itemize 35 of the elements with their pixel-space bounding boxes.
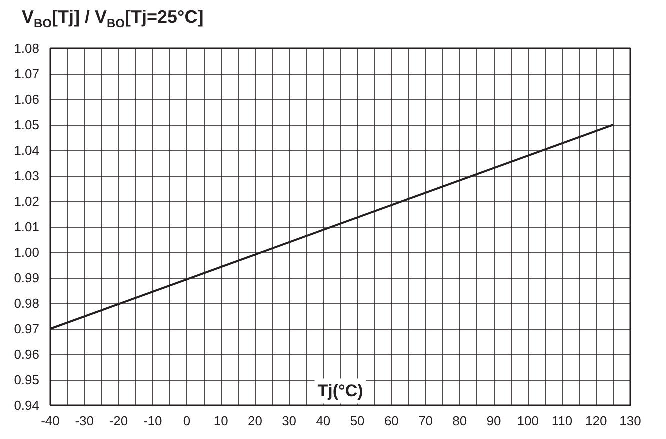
x-tick-label: 130: [620, 414, 642, 428]
x-tick-label: -10: [143, 414, 162, 428]
x-tick-label: 30: [282, 414, 297, 428]
y-tick-label: 1.04: [14, 143, 40, 158]
y-tick-label: 1.01: [14, 220, 40, 234]
y-tick-label: 1.00: [14, 245, 40, 260]
y-tick-label: 1.08: [14, 41, 40, 56]
y-tick-label: 0.97: [14, 322, 40, 336]
y-tick-label: 1.05: [14, 118, 40, 132]
x-tick-label: -20: [109, 414, 128, 428]
y-tick-label: 0.99: [14, 270, 40, 286]
x-tick-label: 20: [248, 414, 262, 428]
x-tick-label: 70: [418, 414, 434, 428]
y-tick-label: 1.03: [14, 168, 40, 184]
y-tick-label: 0.95: [14, 372, 40, 388]
x-tick-label: 40: [316, 414, 331, 428]
chart-title: V$_{BO}$[Tj] / V$_{BO}$[Tj=25°C]: [22, 6, 204, 33]
y-tick-label: 0.94: [14, 398, 40, 413]
x-tick-label: 110: [552, 414, 573, 428]
x-tick-label: 90: [486, 414, 502, 428]
y-tick-label: 1.07: [14, 66, 40, 82]
y-tick-label: 0.98: [14, 296, 40, 311]
x-tick-label: -30: [75, 414, 94, 428]
x-tick-label: 0: [183, 414, 191, 428]
y-tick-label: 1.02: [14, 194, 40, 209]
x-tick-label: 100: [517, 414, 540, 428]
x-tick-label: 50: [350, 414, 365, 428]
x-axis-title: Tj(°C): [318, 382, 364, 401]
x-tick-label: 10: [214, 414, 228, 428]
x-tick-label: 80: [452, 414, 468, 428]
y-tick-label: 0.96: [14, 347, 40, 362]
x-tick-label: 60: [384, 414, 399, 428]
y-tick-label: 1.06: [14, 92, 40, 107]
x-tick-label: -40: [41, 414, 60, 428]
x-tick-label: 120: [586, 414, 608, 428]
